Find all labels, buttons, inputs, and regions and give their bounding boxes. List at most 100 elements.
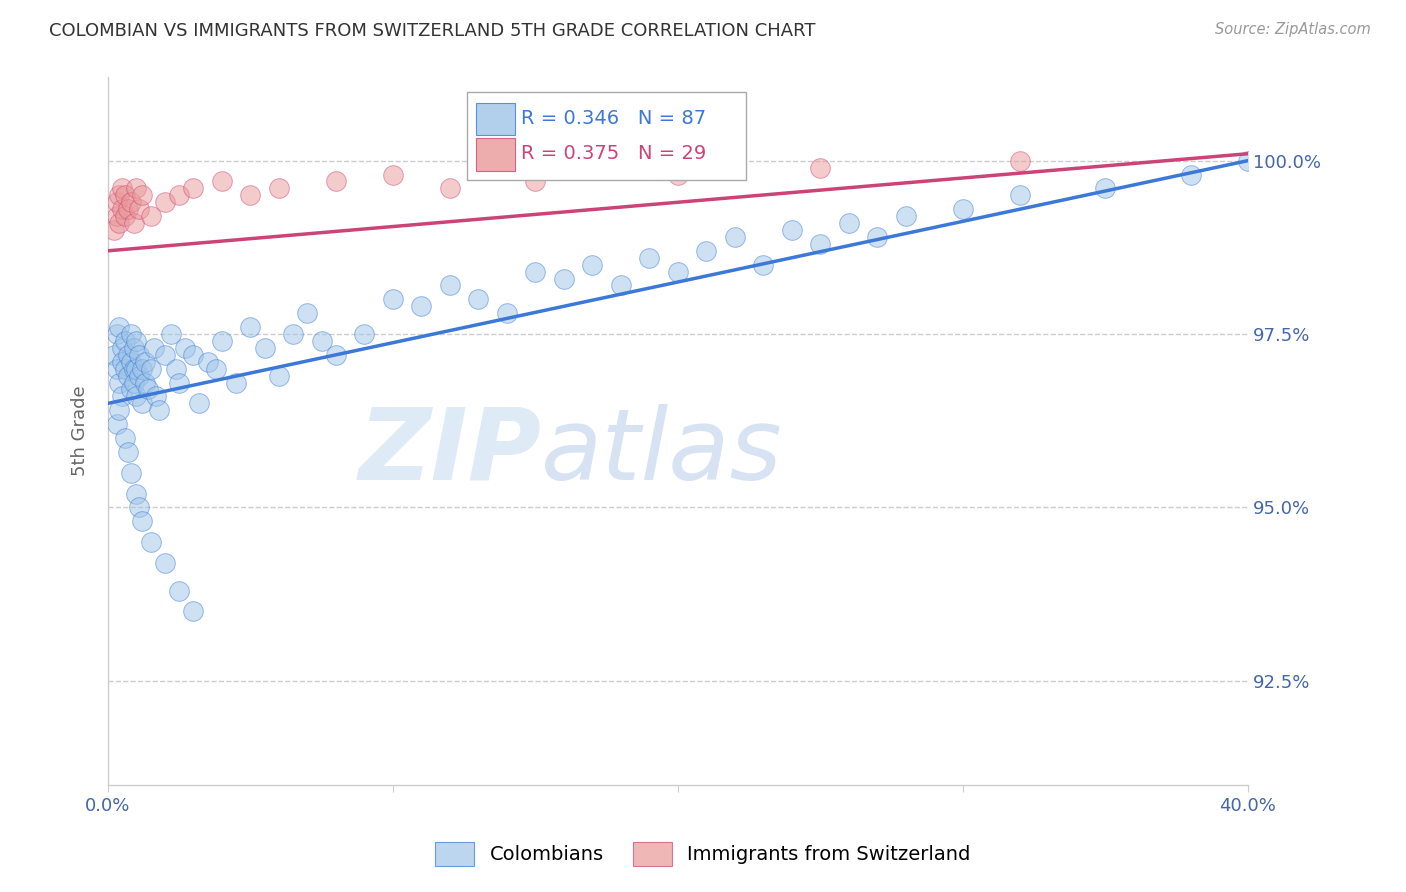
Point xyxy=(381,293,404,307)
Point xyxy=(111,202,134,217)
Point xyxy=(239,320,262,334)
Point xyxy=(1237,153,1260,168)
Point xyxy=(114,334,136,348)
Point xyxy=(117,445,139,459)
Point xyxy=(188,396,211,410)
Point xyxy=(103,223,125,237)
Point xyxy=(467,293,489,307)
Point xyxy=(111,341,134,355)
Point xyxy=(105,209,128,223)
Point xyxy=(105,417,128,432)
Point xyxy=(167,583,190,598)
Point xyxy=(139,535,162,549)
Point xyxy=(838,216,860,230)
Point xyxy=(153,348,176,362)
Point xyxy=(131,396,153,410)
Point xyxy=(1094,181,1116,195)
Point xyxy=(524,264,547,278)
Legend: Colombians, Immigrants from Switzerland: Colombians, Immigrants from Switzerland xyxy=(427,834,979,873)
Point xyxy=(167,376,190,390)
Point xyxy=(108,216,131,230)
Point xyxy=(225,376,247,390)
Text: COLOMBIAN VS IMMIGRANTS FROM SWITZERLAND 5TH GRADE CORRELATION CHART: COLOMBIAN VS IMMIGRANTS FROM SWITZERLAND… xyxy=(49,22,815,40)
Point xyxy=(122,376,145,390)
Point xyxy=(496,306,519,320)
Point xyxy=(780,223,803,237)
Point xyxy=(283,326,305,341)
Point xyxy=(117,368,139,383)
Point xyxy=(724,230,747,244)
Point xyxy=(174,341,197,355)
Point xyxy=(267,181,290,195)
FancyBboxPatch shape xyxy=(477,138,515,170)
Point xyxy=(197,355,219,369)
Point xyxy=(125,334,148,348)
Point xyxy=(183,181,205,195)
Point xyxy=(105,326,128,341)
Point xyxy=(638,251,661,265)
Point xyxy=(131,361,153,376)
Point xyxy=(524,174,547,188)
Point xyxy=(1180,168,1202,182)
Point xyxy=(1008,153,1031,168)
Point xyxy=(111,389,134,403)
Point xyxy=(108,320,131,334)
Point xyxy=(120,355,142,369)
Point xyxy=(131,514,153,528)
Point xyxy=(117,348,139,362)
Point xyxy=(120,383,142,397)
Y-axis label: 5th Grade: 5th Grade xyxy=(72,385,89,476)
Point xyxy=(695,244,717,258)
Point xyxy=(239,188,262,202)
Point xyxy=(136,383,159,397)
Point xyxy=(752,258,775,272)
Point xyxy=(128,368,150,383)
Point xyxy=(125,389,148,403)
Point xyxy=(125,181,148,195)
Point xyxy=(894,209,917,223)
Point xyxy=(311,334,333,348)
Text: R = 0.346   N = 87: R = 0.346 N = 87 xyxy=(520,109,706,128)
Point xyxy=(120,195,142,210)
Point xyxy=(122,216,145,230)
Point xyxy=(553,271,575,285)
Text: atlas: atlas xyxy=(541,404,783,500)
Point xyxy=(211,174,233,188)
Point xyxy=(125,361,148,376)
Point xyxy=(114,431,136,445)
Point xyxy=(145,389,167,403)
Point xyxy=(148,403,170,417)
Point xyxy=(581,258,603,272)
Point xyxy=(134,355,156,369)
Point xyxy=(111,181,134,195)
Point xyxy=(666,264,689,278)
Point xyxy=(120,326,142,341)
Point xyxy=(108,403,131,417)
Point xyxy=(139,361,162,376)
Point xyxy=(1008,188,1031,202)
Point xyxy=(125,486,148,500)
Point xyxy=(808,236,831,251)
Point xyxy=(111,355,134,369)
Point xyxy=(159,326,181,341)
Point xyxy=(610,278,633,293)
Point xyxy=(114,361,136,376)
Point xyxy=(353,326,375,341)
Point xyxy=(253,341,276,355)
Point xyxy=(439,181,461,195)
Point xyxy=(108,376,131,390)
Point xyxy=(128,202,150,217)
Point xyxy=(128,348,150,362)
Point xyxy=(103,348,125,362)
Point xyxy=(108,188,131,202)
Point xyxy=(134,376,156,390)
Point xyxy=(439,278,461,293)
FancyBboxPatch shape xyxy=(477,103,515,136)
Point xyxy=(267,368,290,383)
Text: Source: ZipAtlas.com: Source: ZipAtlas.com xyxy=(1215,22,1371,37)
Point xyxy=(325,174,347,188)
Point xyxy=(139,209,162,223)
Point xyxy=(165,361,187,376)
Point xyxy=(122,361,145,376)
Point xyxy=(205,361,228,376)
